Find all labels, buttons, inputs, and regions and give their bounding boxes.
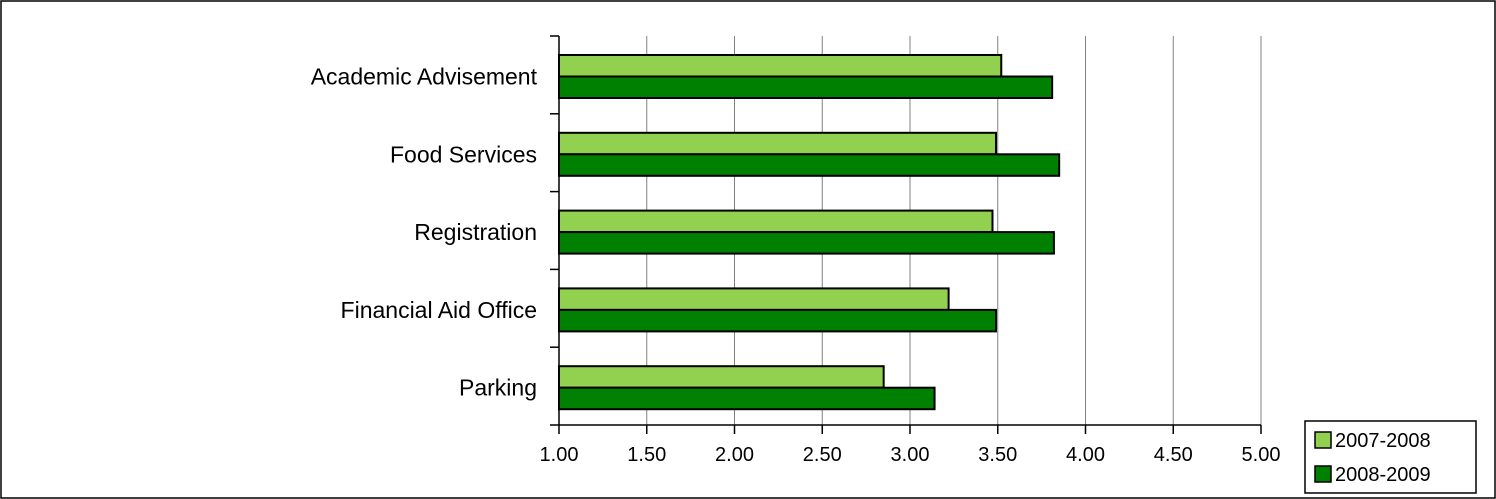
bar-2007-2008-parking bbox=[558, 365, 885, 389]
legend-label: 2008-2009 bbox=[1335, 464, 1431, 486]
legend: 2007-2008 2008-2009 bbox=[1304, 420, 1477, 494]
bar-2007-2008-registration bbox=[558, 209, 994, 234]
bar-2007-2008-food-services bbox=[558, 131, 997, 156]
legend-swatch bbox=[1314, 465, 1332, 483]
x-tick-label: 5.00 bbox=[1242, 444, 1281, 466]
bar-2008-2009-parking bbox=[558, 386, 936, 411]
category-label: Registration bbox=[414, 219, 537, 245]
x-tick-label: 3.50 bbox=[978, 444, 1017, 466]
bars bbox=[558, 54, 1061, 411]
bar-2007-2008-financial-aid-office bbox=[558, 287, 950, 311]
legend-label: 2007-2008 bbox=[1335, 430, 1431, 452]
labels: 1.00 1.50 2.00 2.50 3.00 3.50 4.00 4.50 5.00 Acad… bbox=[311, 64, 1281, 467]
x-tick-label: 3.00 bbox=[891, 444, 930, 466]
bar-2008-2009-registration bbox=[558, 231, 1055, 255]
legend-swatch bbox=[1314, 431, 1332, 449]
bar-2008-2009-academic-advisement bbox=[558, 75, 1054, 99]
bar-2008-2009-food-services bbox=[558, 153, 1061, 177]
x-tick-label: 2.50 bbox=[803, 444, 842, 466]
bar-2007-2008-academic-advisement bbox=[558, 54, 1003, 78]
gridlines bbox=[646, 36, 1262, 425]
bar-2008-2009-financial-aid-office bbox=[558, 308, 997, 333]
x-tick-label: 2.00 bbox=[715, 444, 754, 466]
category-label: Food Services bbox=[390, 141, 537, 167]
legend-box bbox=[1304, 420, 1477, 494]
axes bbox=[550, 35, 1262, 434]
x-tick-label: 1.50 bbox=[627, 444, 666, 466]
x-tick-label: 4.00 bbox=[1066, 444, 1105, 466]
category-label: Financial Aid Office bbox=[341, 297, 537, 323]
x-tick-label: 4.50 bbox=[1154, 444, 1193, 466]
category-label: Parking bbox=[459, 375, 537, 401]
category-label: Academic Advisement bbox=[311, 64, 538, 90]
x-tick-label: 1.00 bbox=[540, 444, 579, 466]
